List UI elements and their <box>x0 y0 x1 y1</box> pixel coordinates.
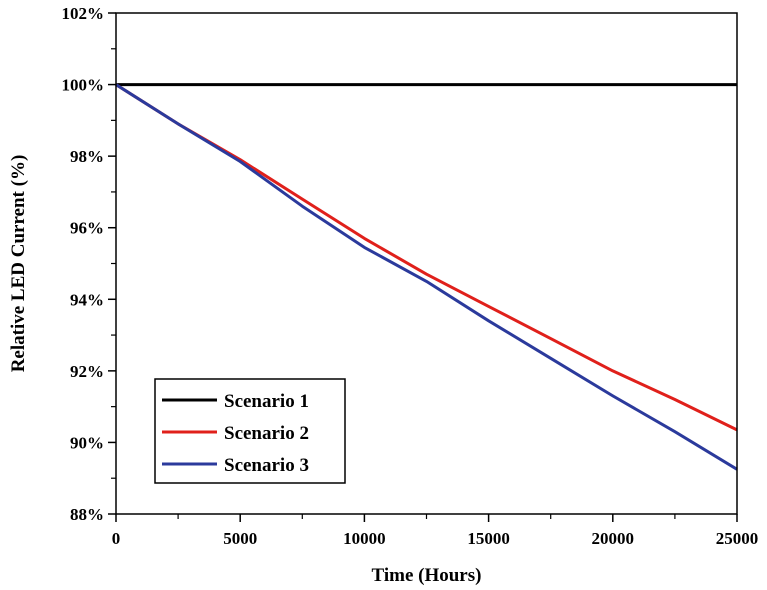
y-tick-label: 92% <box>70 362 104 381</box>
y-tick-label: 94% <box>70 290 104 309</box>
x-tick-label: 25000 <box>716 529 759 548</box>
x-tick-label: 20000 <box>592 529 635 548</box>
x-tick-label: 5000 <box>223 529 257 548</box>
y-tick-label: 96% <box>70 219 104 238</box>
y-tick-label: 98% <box>70 147 104 166</box>
y-tick-label: 90% <box>70 433 104 452</box>
y-tick-label: 88% <box>70 505 104 524</box>
legend: Scenario 1 Scenario 2 Scenario 3 <box>154 378 346 484</box>
legend-label-3: Scenario 3 <box>224 455 309 476</box>
plot-marks <box>115 83 738 471</box>
axes: 0 5000 10000 15000 20000 25000 88% 90% 92% 94% 96%… <box>62 4 759 548</box>
legend-label-2: Scenario 2 <box>224 423 309 444</box>
x-axis-title: Time (Hours) <box>372 565 482 586</box>
legend-label-1: Scenario 1 <box>224 391 309 412</box>
series-line-2 <box>115 83 738 432</box>
y-tick-label: 102% <box>62 4 105 23</box>
x-tick-label: 10000 <box>343 529 386 548</box>
x-tick-label: 0 <box>112 529 121 548</box>
x-tick-label: 15000 <box>467 529 510 548</box>
series-line-3 <box>115 83 738 471</box>
y-tick-label: 100% <box>62 76 105 95</box>
y-axis-title: Relative LED Current (%) <box>8 155 29 373</box>
